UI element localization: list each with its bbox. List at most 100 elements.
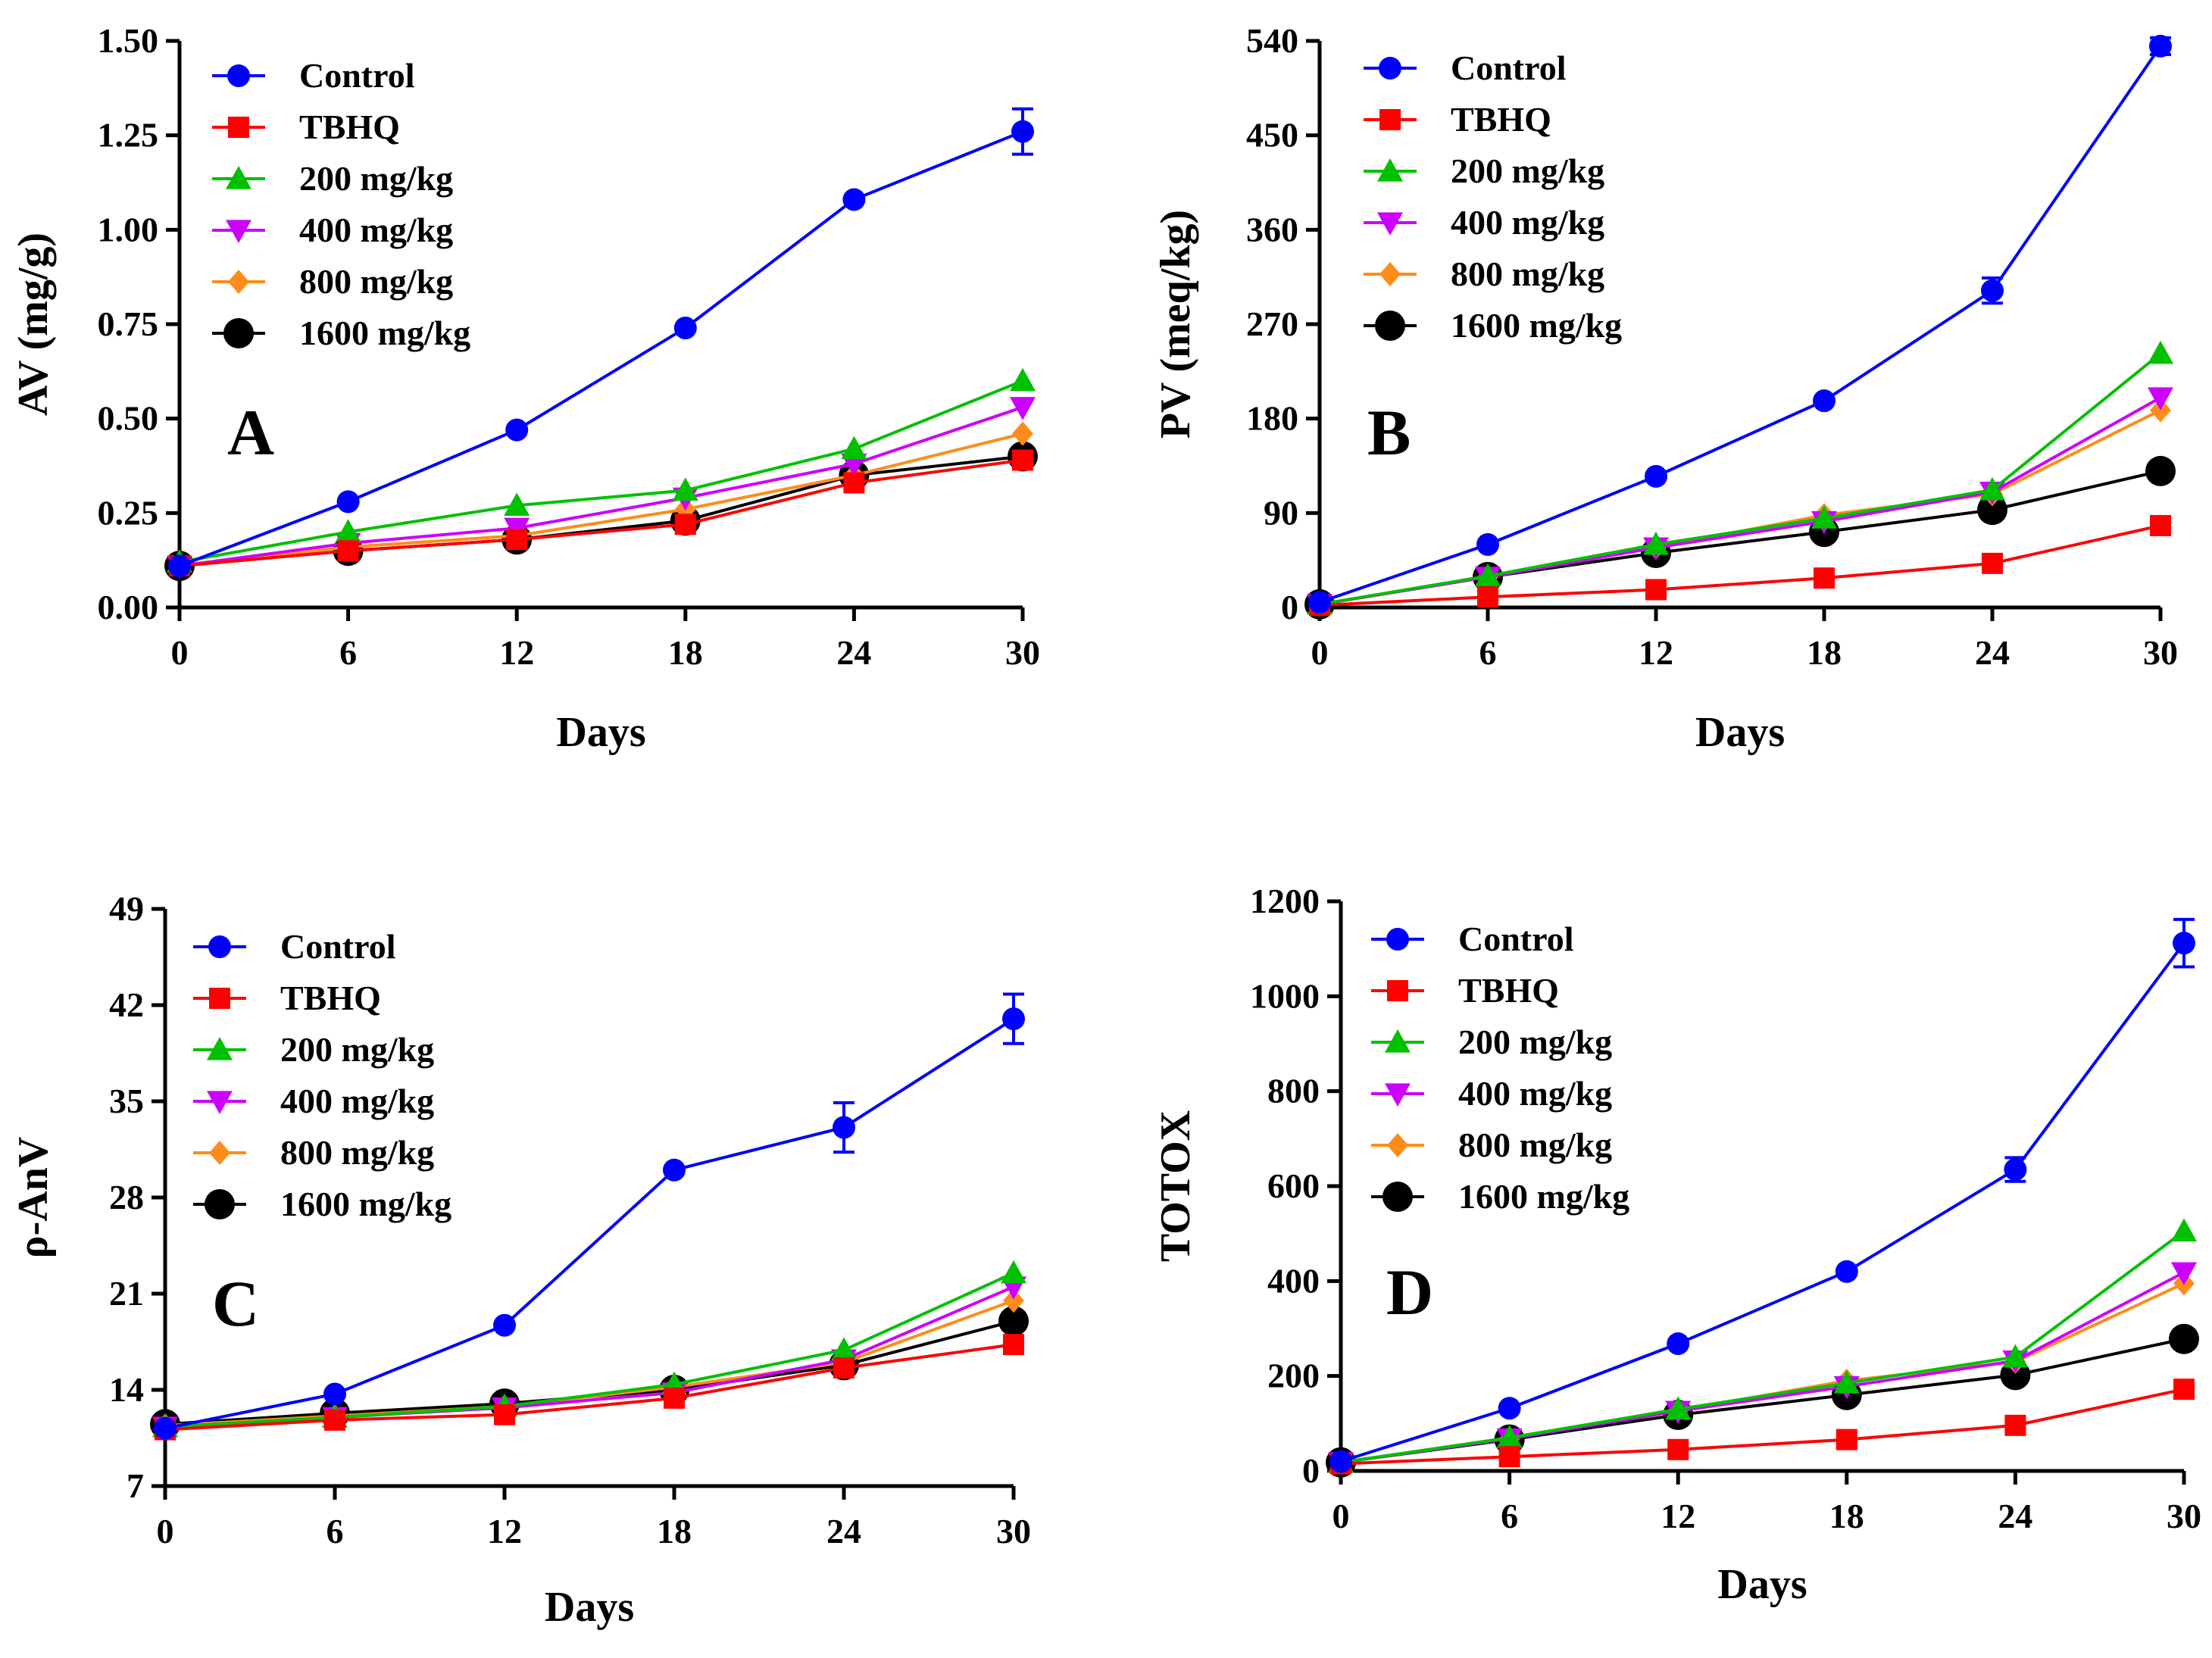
data-point	[673, 316, 697, 339]
data-point	[494, 1404, 515, 1425]
data-point	[1329, 1450, 1352, 1473]
legend: Control TBHQ 200 mg/kg 400 mg/kg 800 mg/kg 16…	[193, 927, 451, 1223]
legend-label: TBHQ	[280, 979, 381, 1017]
data-point	[2004, 1158, 2027, 1182]
legend-marker	[226, 166, 252, 189]
data-point	[324, 1409, 345, 1431]
legend-label: 1600 mg/kg	[1458, 1177, 1629, 1216]
legend-label: 400 mg/kg	[1451, 203, 1604, 242]
data-point	[1979, 476, 2005, 501]
legend-marker	[1387, 1133, 1408, 1157]
legend-label: 800 mg/kg	[280, 1133, 434, 1172]
x-tick-label: 18	[668, 633, 703, 672]
y-tick-label: 1.00	[98, 210, 159, 248]
legend-item: TBHQ	[212, 108, 400, 146]
series-line	[1319, 524, 2161, 607]
series-tbhq	[169, 449, 1033, 577]
series-400-mg-kg	[167, 397, 1036, 579]
data-point	[1308, 591, 1331, 614]
y-tick-label: 14	[109, 1370, 144, 1409]
y-tick-label: 400	[1267, 1261, 1320, 1300]
data-point	[1002, 1007, 1025, 1031]
x-tick-label: 24	[836, 633, 871, 672]
series-1600-mg-kg	[1304, 455, 2176, 620]
data-point	[2171, 1218, 2197, 1242]
legend-item: 400 mg/kg	[212, 211, 453, 249]
series-200-mg-kg	[1328, 1218, 2197, 1473]
data-point	[1982, 552, 2003, 574]
y-tick-label: 200	[1267, 1357, 1320, 1395]
data-point	[2173, 1379, 2195, 1400]
legend-marker	[207, 1091, 233, 1114]
legend-marker	[209, 988, 230, 1009]
panel-c: 7 14 21 28 35 42 49 0 6 12 18 24 30 Days ρ-AnV C Control…	[10, 889, 1031, 1631]
data-point	[493, 1313, 516, 1337]
x-tick-label: 6	[1501, 1497, 1518, 1535]
data-point	[505, 418, 529, 442]
y-tick-label: 1200	[1250, 882, 1320, 920]
data-point	[2150, 514, 2171, 536]
legend-item: TBHQ	[1371, 971, 1559, 1010]
legend-marker	[227, 64, 250, 87]
legend-label: 1600 mg/kg	[280, 1185, 451, 1223]
legend-marker	[1379, 109, 1401, 130]
data-point	[2148, 387, 2173, 411]
legend-marker	[223, 318, 254, 348]
x-tick-label: 12	[1661, 1497, 1695, 1535]
series-line	[1319, 45, 2162, 604]
data-point	[1645, 579, 1667, 601]
data-point	[2149, 34, 2172, 58]
panel-d: 0 200 400 600 800 1000 1200 0 6 12 18 24 30 Days TOTOX…	[1152, 882, 2201, 1608]
data-point	[841, 453, 867, 477]
y-tick-label: 0.00	[98, 588, 159, 626]
x-tick-label: 12	[487, 1512, 522, 1550]
data-point	[1476, 532, 1499, 556]
legend-item: TBHQ	[1364, 100, 1551, 139]
data-point	[1003, 1334, 1024, 1356]
legend-marker	[1379, 57, 1401, 80]
series-control	[1329, 917, 2195, 1473]
series-line	[179, 458, 1023, 568]
data-point	[168, 554, 191, 578]
series-line	[164, 1319, 1014, 1426]
legend-item: Control	[212, 56, 415, 95]
data-point	[1498, 1397, 1521, 1420]
y-tick-label: 540	[1246, 21, 1298, 60]
legend-item: 400 mg/kg	[1364, 203, 1604, 242]
x-axis-title: Days	[1695, 709, 1785, 756]
data-point	[506, 529, 528, 551]
legend-label: Control	[1451, 48, 1567, 87]
x-tick-label: 12	[1639, 633, 1673, 672]
legend-label: Control	[280, 927, 396, 966]
legend-item: TBHQ	[193, 979, 381, 1017]
series-line	[1340, 1388, 2185, 1466]
y-axis-title: TOTOX	[1152, 1110, 1199, 1262]
data-point	[663, 1158, 686, 1182]
data-point	[1475, 563, 1501, 587]
x-axis-title: Days	[556, 709, 645, 756]
y-axis-title: AV (mg/g)	[10, 233, 57, 416]
data-point	[335, 519, 361, 542]
series-control	[1308, 34, 2172, 614]
legend-label: 800 mg/kg	[1458, 1126, 1612, 1164]
y-tick-label: 1.50	[98, 21, 159, 60]
data-point	[833, 1116, 855, 1139]
data-point	[1012, 449, 1033, 471]
legend-marker	[1375, 311, 1405, 341]
data-point	[843, 472, 865, 494]
series-200-mg-kg	[152, 1260, 1026, 1438]
legend-marker	[205, 1189, 235, 1219]
legend-item: 800 mg/kg	[1371, 1126, 1612, 1164]
panel-letter: A	[227, 396, 274, 469]
data-point	[323, 1382, 346, 1406]
legend-label: TBHQ	[299, 108, 400, 146]
legend-item: 1600 mg/kg	[1371, 1177, 1629, 1216]
x-tick-label: 24	[1975, 633, 2010, 672]
legend-item: 1600 mg/kg	[212, 314, 470, 352]
legend-label: 200 mg/kg	[1451, 151, 1604, 190]
data-point	[1012, 421, 1033, 446]
y-tick-label: 1000	[1250, 976, 1320, 1015]
data-point	[2148, 340, 2173, 364]
legend-label: TBHQ	[1458, 971, 1559, 1010]
legend-marker	[1387, 980, 1408, 1001]
